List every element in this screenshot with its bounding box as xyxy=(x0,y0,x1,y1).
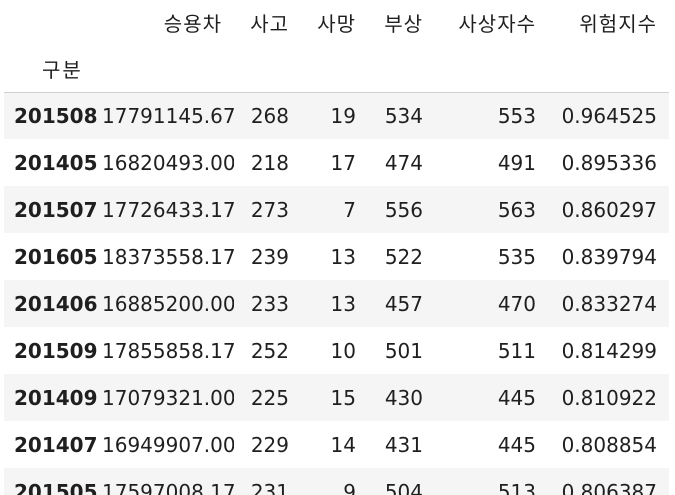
table-cell: 233 xyxy=(250,291,289,316)
table-cell: 18373558.17 xyxy=(102,244,234,269)
table-cell: 445 xyxy=(497,385,536,410)
table-cell: 563 xyxy=(497,197,536,222)
table-cell: 0.806387 xyxy=(561,479,657,495)
table-cell: 445 xyxy=(497,432,536,457)
table-cell: 19 xyxy=(330,103,356,128)
table-cell: 535 xyxy=(497,244,536,269)
table-cell: 556 xyxy=(384,197,423,222)
table-cell: 534 xyxy=(384,103,423,128)
table-row: 201509 17855858.17 252 10 501 511 0.814299 xyxy=(4,327,669,374)
table-row: 201505 17597008.17 231 9 504 513 0.806387 xyxy=(4,468,669,495)
table-cell: 13 xyxy=(330,244,356,269)
table-cell: 0.839794 xyxy=(561,244,657,269)
table-cell: 17079321.00 xyxy=(102,385,234,410)
column-header: 부상 xyxy=(384,11,423,36)
table-cell: 17 xyxy=(330,150,356,175)
column-header: 위험지수 xyxy=(579,11,657,36)
table-cell: 16949907.00 xyxy=(102,432,234,457)
empty-header-cell xyxy=(301,44,368,92)
row-index: 201505 xyxy=(14,479,98,495)
row-index: 201405 xyxy=(14,150,98,175)
table-cell: 229 xyxy=(250,432,289,457)
empty-header-cell xyxy=(548,44,669,92)
table-cell: 17726433.17 xyxy=(102,197,234,222)
column-header: 사상자수 xyxy=(458,11,536,36)
row-index: 201605 xyxy=(14,244,98,269)
table-cell: 0.964525 xyxy=(561,103,657,128)
empty-header-cell xyxy=(102,44,234,92)
table-cell: 430 xyxy=(384,385,423,410)
table-row: 201406 16885200.00 233 13 457 470 0.833274 xyxy=(4,280,669,327)
table-body: 201508 17791145.67 268 19 534 553 0.964525 2014… xyxy=(4,92,669,495)
dataframe-table: 승용차 사고 사망 부상 사상자수 위험지수 구분 201508 17791145… xyxy=(4,0,669,495)
empty-header-cell xyxy=(234,44,301,92)
table-cell: 268 xyxy=(250,103,289,128)
table-cell: 16885200.00 xyxy=(102,291,234,316)
table-cell: 491 xyxy=(497,150,536,175)
empty-header-cell xyxy=(368,44,435,92)
table-cell: 504 xyxy=(384,479,423,495)
table-cell: 474 xyxy=(384,150,423,175)
table-cell: 17597008.17 xyxy=(102,479,234,495)
column-header: 사고 xyxy=(250,11,289,36)
table-header: 승용차 사고 사망 부상 사상자수 위험지수 구분 xyxy=(4,0,669,92)
table-row: 201405 16820493.00 218 17 474 491 0.895336 xyxy=(4,139,669,186)
table-cell: 431 xyxy=(384,432,423,457)
row-index: 201407 xyxy=(14,432,98,457)
table-cell: 470 xyxy=(497,291,536,316)
table-cell: 513 xyxy=(497,479,536,495)
table-cell: 13 xyxy=(330,291,356,316)
table-cell: 0.833274 xyxy=(561,291,657,316)
table-cell: 553 xyxy=(497,103,536,128)
table-cell: 252 xyxy=(250,338,289,363)
table-cell: 14 xyxy=(330,432,356,457)
table-cell: 501 xyxy=(384,338,423,363)
table-cell: 7 xyxy=(343,197,356,222)
corner-cell xyxy=(4,0,102,44)
header-divider xyxy=(4,92,669,93)
row-index: 201409 xyxy=(14,385,98,410)
column-header: 사망 xyxy=(317,11,356,36)
table-row: 201507 17726433.17 273 7 556 563 0.860297 xyxy=(4,186,669,233)
table-cell: 9 xyxy=(343,479,356,495)
table-row: 201409 17079321.00 225 15 430 445 0.810922 xyxy=(4,374,669,421)
column-header-row: 승용차 사고 사망 부상 사상자수 위험지수 xyxy=(4,0,669,44)
table-cell: 17855858.17 xyxy=(102,338,234,363)
row-index: 201508 xyxy=(14,103,98,128)
column-header: 승용차 xyxy=(163,11,222,36)
index-name-row: 구분 xyxy=(4,44,669,92)
table-cell: 273 xyxy=(250,197,289,222)
table-cell: 218 xyxy=(250,150,289,175)
table-row: 201508 17791145.67 268 19 534 553 0.964525 xyxy=(4,92,669,139)
table-cell: 457 xyxy=(384,291,423,316)
table-cell: 0.860297 xyxy=(561,197,657,222)
row-index: 201507 xyxy=(14,197,98,222)
index-name: 구분 xyxy=(42,57,83,82)
table-cell: 17791145.67 xyxy=(102,103,234,128)
table-cell: 0.810922 xyxy=(561,385,657,410)
table-cell: 511 xyxy=(497,338,536,363)
dataframe-output: 승용차 사고 사망 부상 사상자수 위험지수 구분 201508 17791145… xyxy=(4,0,669,495)
empty-header-cell xyxy=(435,44,548,92)
table-row: 201605 18373558.17 239 13 522 535 0.839794 xyxy=(4,233,669,280)
table-cell: 0.895336 xyxy=(561,150,657,175)
table-cell: 231 xyxy=(250,479,289,495)
table-cell: 16820493.00 xyxy=(102,150,234,175)
table-row: 201407 16949907.00 229 14 431 445 0.808854 xyxy=(4,421,669,468)
table-cell: 0.808854 xyxy=(561,432,657,457)
row-index: 201406 xyxy=(14,291,98,316)
table-cell: 10 xyxy=(330,338,356,363)
row-index: 201509 xyxy=(14,338,98,363)
table-cell: 522 xyxy=(384,244,423,269)
table-cell: 0.814299 xyxy=(561,338,657,363)
table-cell: 225 xyxy=(250,385,289,410)
table-cell: 15 xyxy=(330,385,356,410)
table-cell: 239 xyxy=(250,244,289,269)
